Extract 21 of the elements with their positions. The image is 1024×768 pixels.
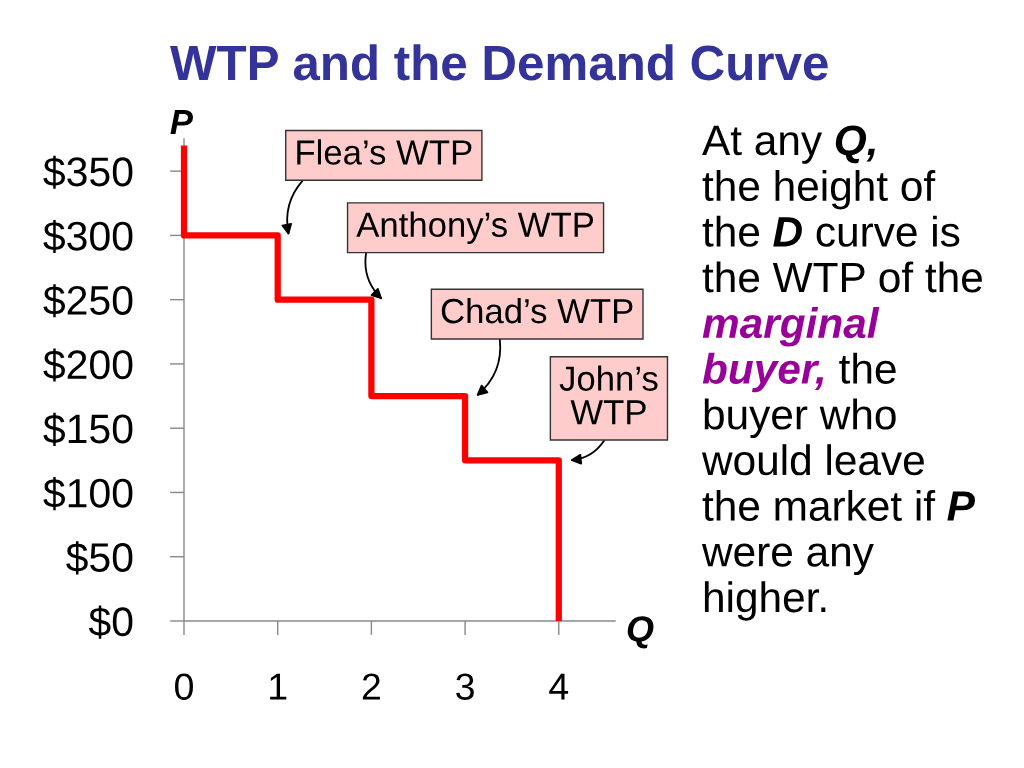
x-tick-label: 3	[456, 673, 474, 700]
annotation: Anthony’s WTP	[356, 211, 594, 244]
x-tick-label: 4	[549, 673, 569, 700]
x-tick-label: 1	[270, 673, 287, 700]
annotation: John’s WTP	[559, 365, 658, 425]
chart-title: WTP and the Demand Curve	[170, 44, 828, 81]
y-tick-label: $0	[88, 605, 133, 639]
annotation: Flea’s WTP	[297, 139, 472, 165]
text: At any Q, the height of the D curve is the WTP of the marginal buyer, the buyer who would leave the market if P were any higher.	[701, 125, 982, 621]
x-tick-label: 2	[362, 673, 380, 700]
y-tick-label: $150	[43, 412, 133, 446]
y-tick-label: $100	[43, 476, 133, 511]
y-tick-label: $200	[43, 348, 133, 382]
y-tick-label: $250	[43, 284, 133, 318]
y-tick-label: $50	[66, 541, 133, 575]
x-axis-title: Q	[627, 616, 654, 649]
x-tick-label: 0	[175, 673, 193, 700]
y-tick-label: $300	[43, 219, 133, 254]
y-axis-title: P	[170, 110, 194, 134]
y-tick-label: $350	[43, 155, 133, 189]
annotation: Chad’s WTP	[441, 297, 633, 324]
